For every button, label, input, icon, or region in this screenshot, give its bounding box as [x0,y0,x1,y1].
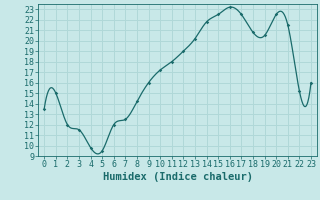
X-axis label: Humidex (Indice chaleur): Humidex (Indice chaleur) [103,172,252,182]
